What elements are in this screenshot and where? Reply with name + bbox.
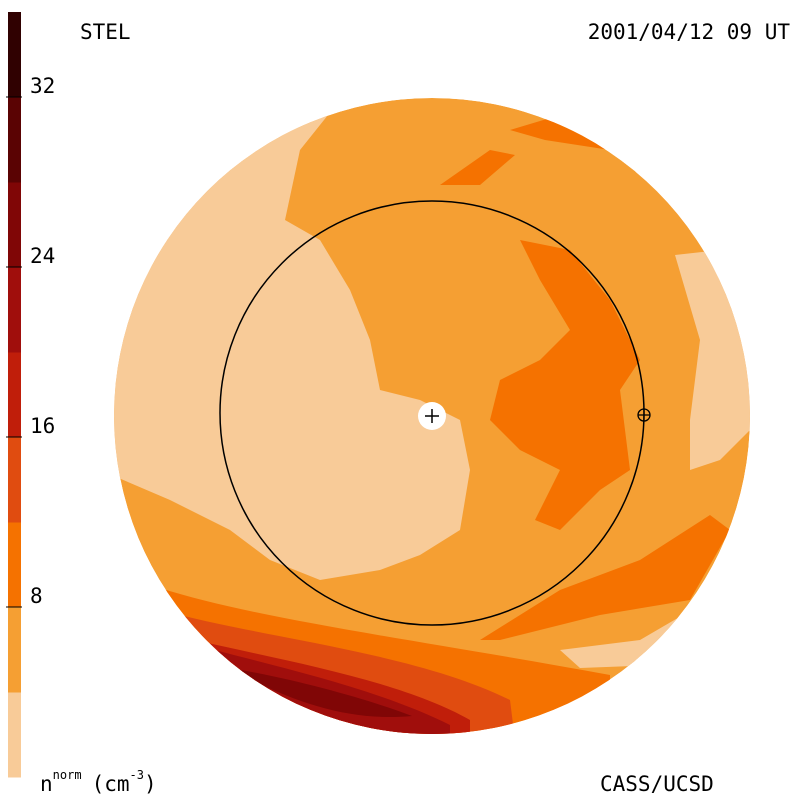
colorbar-band [8, 352, 21, 438]
colorbar-band [8, 692, 21, 778]
region [510, 115, 610, 150]
tick-label: 24 [30, 244, 55, 268]
colorbar-band [8, 12, 21, 98]
colorbar-band [8, 437, 21, 523]
unit-base: n [40, 772, 53, 796]
region [440, 150, 515, 185]
colorbar-band [8, 522, 21, 608]
unit-close: ) [144, 772, 157, 796]
unit-label: nnorm (cm-3) [40, 768, 157, 797]
tick-label: 32 [30, 74, 55, 98]
colorbar-band [8, 182, 21, 268]
tick-label: 16 [30, 414, 55, 438]
colorbar-band [8, 267, 21, 353]
region [230, 668, 412, 718]
chart-title: STEL [80, 20, 131, 44]
credit-label: CASS/UCSD [600, 772, 714, 796]
earth-cross [638, 409, 650, 421]
tick-label: 8 [30, 584, 43, 608]
unit-exp: -3 [130, 768, 144, 782]
sun-cross [425, 409, 439, 423]
region [480, 515, 730, 640]
unit-text: (cm [92, 772, 130, 796]
unit-sup: norm [53, 768, 82, 782]
date-label: 2001/04/12 09 UT [588, 20, 791, 44]
region [490, 240, 640, 530]
colorbar-band [8, 97, 21, 183]
colorbar: 8 16 24 32 [6, 12, 55, 778]
colorbar-band [8, 607, 21, 693]
